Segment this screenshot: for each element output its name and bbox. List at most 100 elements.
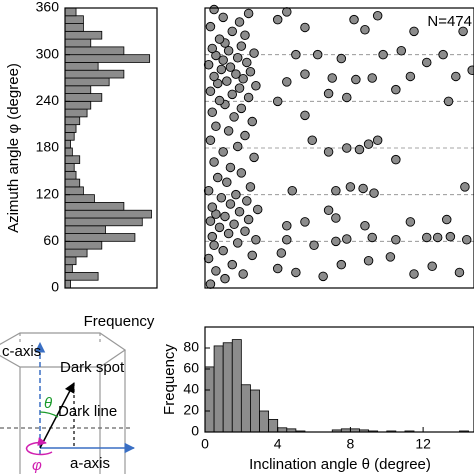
y-tick-label: 40: [183, 381, 199, 397]
x-axis-label: Inclination angle θ (degree): [249, 456, 431, 473]
bar: [64, 23, 84, 32]
point: [454, 267, 465, 278]
point: [203, 60, 214, 70]
point: [336, 259, 347, 270]
point: [282, 221, 292, 231]
point: [225, 199, 236, 209]
point: [372, 135, 383, 145]
point: [363, 256, 374, 266]
point: [385, 252, 396, 262]
point: [211, 121, 221, 131]
bar: [64, 163, 75, 172]
point: [249, 48, 259, 58]
point: [331, 186, 341, 196]
point: [207, 107, 218, 117]
point: [214, 34, 225, 44]
bar: [64, 279, 71, 289]
annotation: N=474: [427, 13, 472, 30]
point: [367, 232, 377, 243]
point: [240, 30, 250, 40]
point: [363, 139, 374, 149]
bar: [64, 15, 84, 24]
point: [300, 110, 310, 121]
point: [441, 214, 452, 225]
point: [238, 269, 248, 279]
point: [323, 147, 334, 157]
bar: [64, 202, 125, 211]
prism-edges: [19, 350, 126, 474]
point: [243, 92, 254, 103]
point: [216, 193, 227, 203]
point: [467, 65, 474, 75]
dark-line-label: Dark line: [58, 403, 117, 420]
point: [351, 74, 361, 85]
point: [225, 62, 236, 72]
x-tick-label: 0: [201, 436, 209, 452]
point: [205, 279, 216, 289]
point: [300, 69, 310, 79]
point: [229, 219, 239, 229]
bar: [64, 240, 103, 250]
point: [312, 49, 323, 60]
point: [232, 141, 243, 152]
point: [438, 49, 448, 60]
bar: [240, 384, 251, 433]
point: [207, 202, 218, 212]
point: [345, 182, 356, 192]
dark-spot-label: Dark spot: [60, 359, 125, 376]
point: [205, 135, 216, 145]
bar: [64, 147, 73, 157]
bar: [64, 209, 152, 219]
point: [272, 96, 283, 107]
point: [421, 232, 432, 243]
point: [222, 177, 232, 187]
point: [291, 267, 301, 278]
point: [205, 21, 216, 32]
point: [282, 77, 292, 87]
bar: [250, 389, 260, 433]
bar: [64, 132, 75, 141]
point: [249, 152, 259, 163]
point: [236, 103, 247, 114]
a-axis-label: a-axis: [70, 455, 110, 472]
theta-label: θ: [44, 395, 52, 412]
bar: [64, 217, 143, 227]
point: [443, 96, 454, 107]
point: [236, 41, 247, 51]
point: [207, 43, 218, 54]
point: [209, 240, 219, 250]
point: [220, 273, 230, 284]
point: [291, 49, 301, 60]
y-tick-label: 180: [36, 139, 60, 155]
point: [252, 204, 263, 215]
y-tick-label: 20: [183, 402, 199, 418]
point: [209, 71, 219, 82]
point: [354, 144, 365, 155]
point: [282, 7, 292, 17]
point: [287, 186, 297, 196]
y-tick-label: 0: [191, 423, 199, 439]
point: [445, 231, 456, 242]
point: [214, 95, 225, 106]
theta-arc: [39, 411, 59, 418]
point: [232, 53, 243, 63]
point: [227, 26, 238, 37]
point: [300, 217, 310, 227]
y-tick-label: 60: [183, 360, 199, 376]
point: [218, 147, 228, 157]
c-axis-label: c-axis: [2, 343, 41, 360]
bar: [64, 194, 95, 203]
x-tick-label: 8: [347, 436, 355, 452]
bar: [259, 410, 270, 433]
y-tick-label: 0: [51, 279, 59, 295]
x-axis-label: Frequency: [84, 313, 155, 330]
point: [331, 213, 341, 223]
point: [369, 188, 379, 198]
point: [409, 26, 419, 37]
y-tick-label: 60: [43, 232, 59, 248]
point: [405, 71, 416, 82]
bar: [64, 30, 103, 40]
point: [229, 112, 239, 122]
point: [207, 231, 218, 242]
point: [214, 222, 225, 233]
